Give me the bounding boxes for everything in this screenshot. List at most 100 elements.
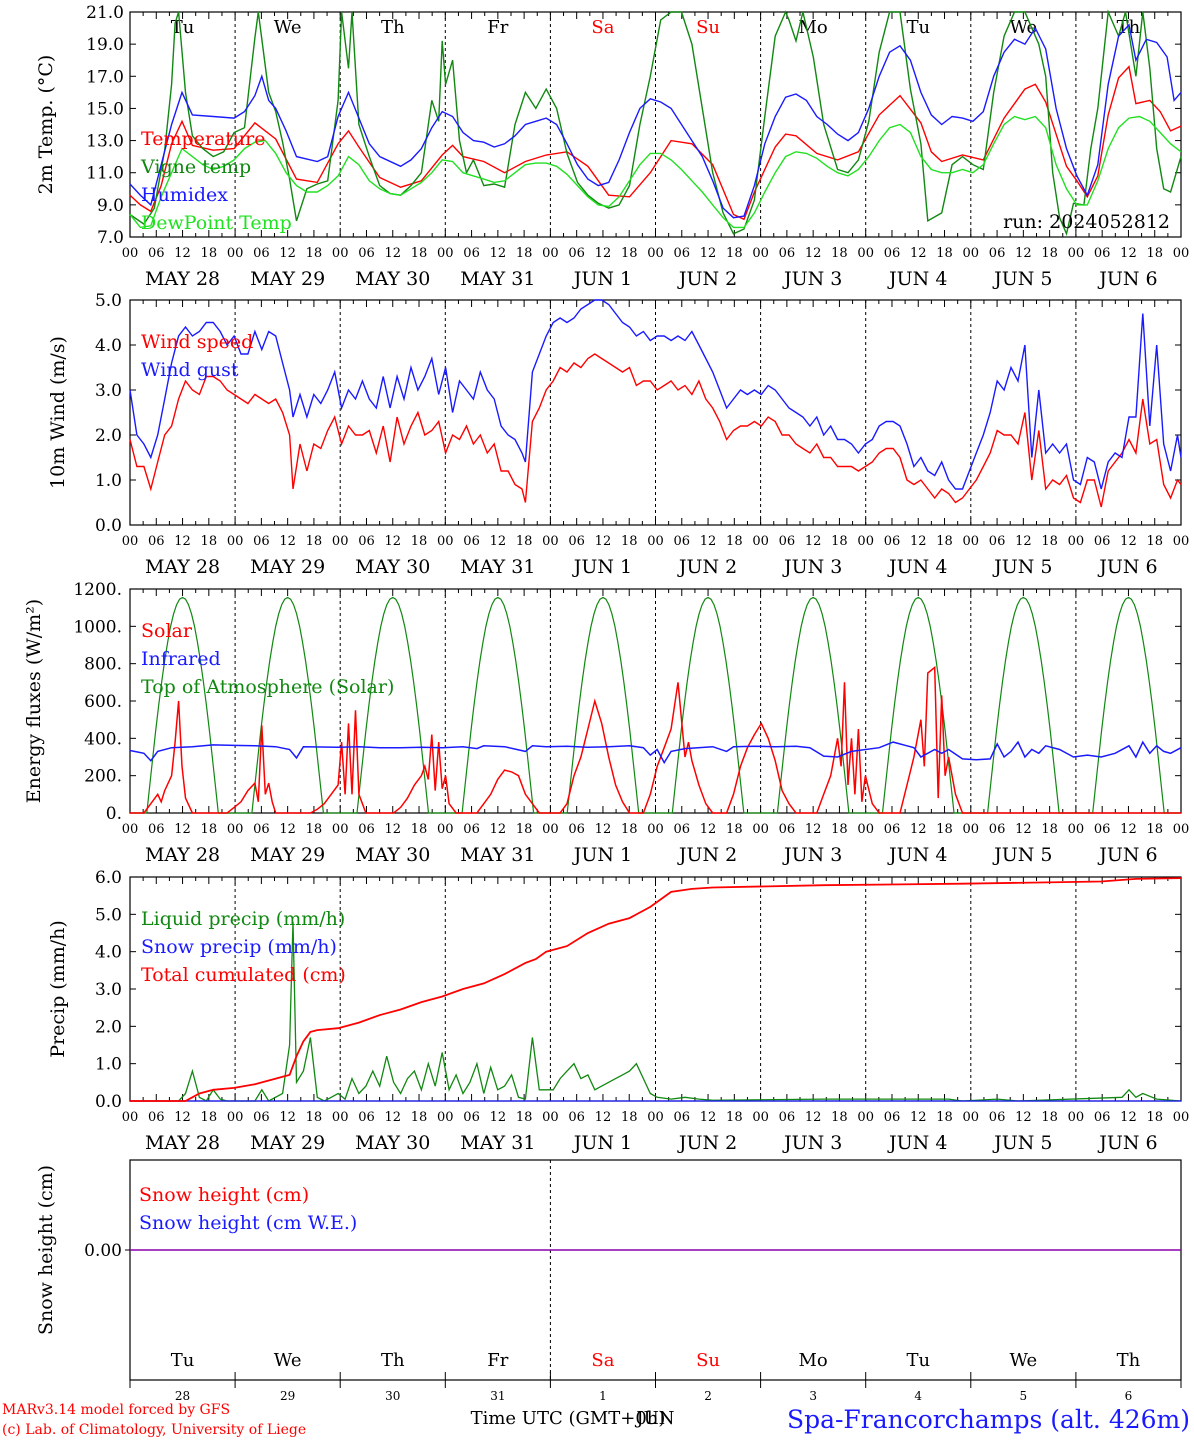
hour-label: 12 bbox=[1120, 822, 1137, 837]
legend-entry: Snow precip (mm/h) bbox=[141, 936, 337, 958]
y-tick-label: 21.0 bbox=[86, 3, 124, 23]
y-tick-label: 5.0 bbox=[95, 905, 122, 925]
hour-label: 12 bbox=[910, 1110, 927, 1125]
hour-label: 12 bbox=[1120, 534, 1137, 549]
legend-entry: Temperature bbox=[141, 128, 265, 150]
hour-label: 12 bbox=[174, 1110, 191, 1125]
hour-label: 06 bbox=[989, 246, 1006, 261]
hour-label: 06 bbox=[358, 822, 375, 837]
hour-label: 18 bbox=[1146, 534, 1163, 549]
hour-label: 06 bbox=[148, 1110, 165, 1125]
hour-label: 06 bbox=[989, 822, 1006, 837]
day-name: Th bbox=[381, 1350, 405, 1371]
y-tick-label: 1.0 bbox=[95, 471, 122, 491]
y-tick-label: 3.0 bbox=[95, 381, 122, 401]
hour-label: 06 bbox=[884, 1110, 901, 1125]
date-label: JUN 5 bbox=[992, 268, 1052, 290]
hour-label: 00 bbox=[332, 822, 349, 837]
hour-label: 12 bbox=[700, 246, 717, 261]
series-line-humidex bbox=[129, 23, 1182, 219]
date-label: MAY 30 bbox=[355, 844, 430, 866]
hour-label: 06 bbox=[148, 534, 165, 549]
series-line-liquid bbox=[130, 921, 1182, 1102]
day-number: 3 bbox=[809, 1389, 817, 1403]
hour-label: 12 bbox=[1015, 822, 1032, 837]
hour-label: 00 bbox=[1068, 534, 1085, 549]
hour-label: 12 bbox=[595, 246, 612, 261]
y-tick-label: 1200. bbox=[73, 580, 122, 600]
date-label: JUN 1 bbox=[572, 1132, 632, 1154]
x-axis-label: Time UTC (GMT+0h) bbox=[471, 1408, 666, 1429]
day-number: 6 bbox=[1125, 1389, 1133, 1403]
hour-label: 00 bbox=[752, 534, 769, 549]
date-label: JUN 4 bbox=[887, 844, 947, 866]
hour-label: 06 bbox=[253, 246, 270, 261]
date-label: JUN 2 bbox=[677, 1132, 737, 1154]
hour-label: 00 bbox=[122, 1110, 139, 1125]
hour-label: 06 bbox=[253, 534, 270, 549]
hour-label: 18 bbox=[726, 534, 743, 549]
hour-label: 06 bbox=[884, 534, 901, 549]
y-tick-label: 7.0 bbox=[97, 228, 124, 248]
y-axis-label: Energy fluxes (W/m²) bbox=[23, 599, 45, 803]
date-label: JUN 6 bbox=[1097, 556, 1157, 578]
y-tick-label: 1000. bbox=[73, 617, 122, 637]
y-tick-label: 600. bbox=[84, 692, 122, 712]
day-name: Tu bbox=[171, 17, 195, 38]
hour-label: 18 bbox=[1041, 822, 1058, 837]
day-number: 28 bbox=[175, 1389, 190, 1403]
hour-label: 12 bbox=[1015, 1110, 1032, 1125]
day-name: Sa bbox=[591, 17, 614, 38]
day-name: Mo bbox=[799, 1350, 828, 1371]
y-tick-label: 1.0 bbox=[95, 1055, 122, 1075]
hour-label: 06 bbox=[674, 1110, 691, 1125]
hour-label: 06 bbox=[779, 534, 796, 549]
hour-label: 18 bbox=[621, 822, 638, 837]
hour-label: 00 bbox=[647, 822, 664, 837]
date-label: JUN 1 bbox=[572, 268, 632, 290]
day-name: We bbox=[274, 17, 302, 38]
hour-label: 06 bbox=[779, 246, 796, 261]
hour-label: 18 bbox=[936, 1110, 953, 1125]
hour-label: 00 bbox=[227, 1110, 244, 1125]
series-line-dewpoint-temp bbox=[129, 115, 1182, 229]
hour-label: 18 bbox=[936, 246, 953, 261]
hour-label: 06 bbox=[253, 1110, 270, 1125]
date-label: JUN 5 bbox=[992, 556, 1052, 578]
day-name: Tu bbox=[906, 17, 930, 38]
hour-label: 12 bbox=[805, 246, 822, 261]
y-tick-label: 0.0 bbox=[95, 1092, 122, 1112]
hour-label: 12 bbox=[279, 534, 296, 549]
hour-label: 00 bbox=[227, 534, 244, 549]
hour-label: 06 bbox=[463, 534, 480, 549]
day-number: 2 bbox=[704, 1389, 712, 1403]
legend-entry: Total cumulated (cm) bbox=[141, 964, 346, 986]
date-label: MAY 31 bbox=[460, 844, 535, 866]
hour-label: 06 bbox=[1094, 246, 1111, 261]
hour-label: 06 bbox=[463, 246, 480, 261]
day-name: We bbox=[274, 1350, 302, 1371]
hour-label: 12 bbox=[490, 246, 507, 261]
hour-label: 18 bbox=[726, 246, 743, 261]
panel-3: 00 06 12 18 00 06 12 18 00 06 12 18 00 06 12 18 00 06 12 18… bbox=[122, 588, 1189, 866]
hour-label: 00 bbox=[542, 246, 559, 261]
hour-label: 18 bbox=[1041, 1110, 1058, 1125]
y-tick-label: 19.0 bbox=[86, 35, 124, 55]
date-label: JUN 1 bbox=[572, 556, 632, 578]
hour-label: 12 bbox=[595, 822, 612, 837]
y-axis-label: 2m Temp. (°C) bbox=[35, 55, 57, 195]
hour-label: 12 bbox=[805, 1110, 822, 1125]
hour-label: 06 bbox=[358, 246, 375, 261]
y-axis-label: Precip (mm/h) bbox=[47, 920, 69, 1058]
hour-label: 00 bbox=[752, 822, 769, 837]
day-name: Th bbox=[1117, 1350, 1141, 1371]
hour-label: 00 bbox=[1173, 534, 1190, 549]
legend-entry: Liquid precip (mm/h) bbox=[141, 908, 345, 930]
day-number: 5 bbox=[1020, 1389, 1028, 1403]
hour-label: 00 bbox=[332, 246, 349, 261]
y-tick-label: 4.0 bbox=[95, 336, 122, 356]
legend-entry: Wind gust bbox=[141, 359, 239, 381]
hour-label: 18 bbox=[936, 822, 953, 837]
hour-label: 00 bbox=[647, 534, 664, 549]
hour-label: 12 bbox=[1120, 1110, 1137, 1125]
